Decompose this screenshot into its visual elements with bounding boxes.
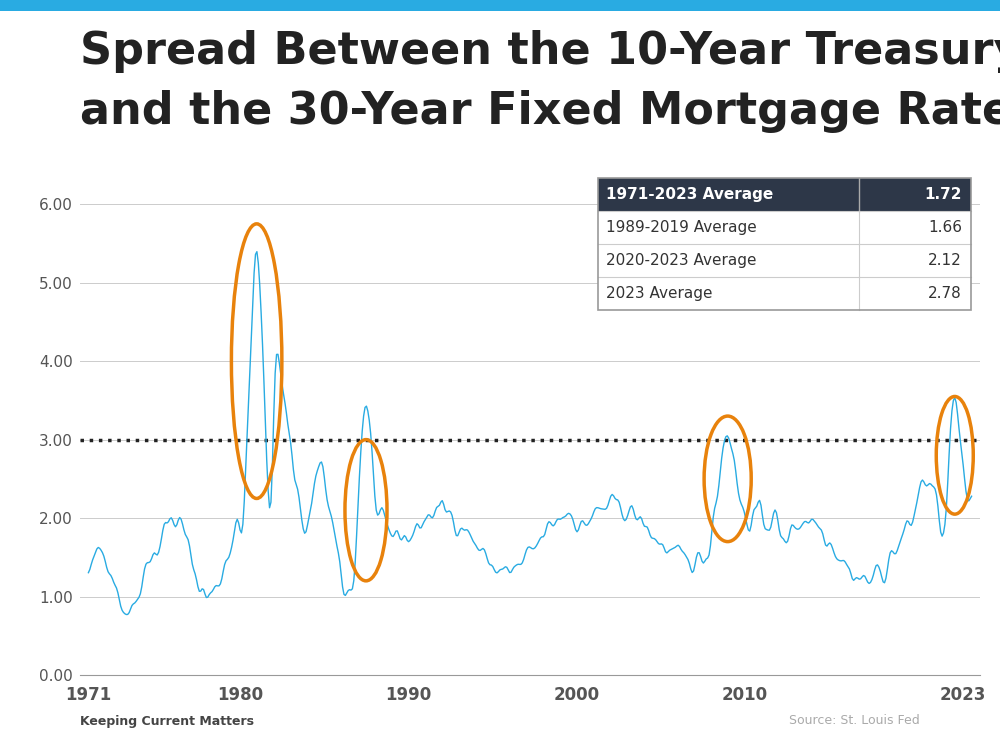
Text: 2.78: 2.78 (928, 286, 962, 302)
FancyBboxPatch shape (598, 278, 971, 310)
FancyBboxPatch shape (598, 178, 971, 211)
Text: Spread Between the 10-Year Treasury: Spread Between the 10-Year Treasury (80, 30, 1000, 73)
Text: 1.72: 1.72 (924, 187, 962, 202)
Text: 2023 Average: 2023 Average (606, 286, 713, 302)
Text: 2.12: 2.12 (928, 254, 962, 268)
FancyBboxPatch shape (598, 244, 971, 278)
FancyBboxPatch shape (598, 211, 971, 244)
Text: 1989-2019 Average: 1989-2019 Average (606, 220, 757, 235)
Text: 1.66: 1.66 (928, 220, 962, 235)
Text: Source: St. Louis Fed: Source: St. Louis Fed (789, 715, 920, 728)
Text: Keeping Current Matters: Keeping Current Matters (80, 715, 254, 728)
Text: and the 30-Year Fixed Mortgage Rate: and the 30-Year Fixed Mortgage Rate (80, 90, 1000, 133)
Text: 2020-2023 Average: 2020-2023 Average (606, 254, 757, 268)
Text: 1971-2023 Average: 1971-2023 Average (606, 187, 774, 202)
